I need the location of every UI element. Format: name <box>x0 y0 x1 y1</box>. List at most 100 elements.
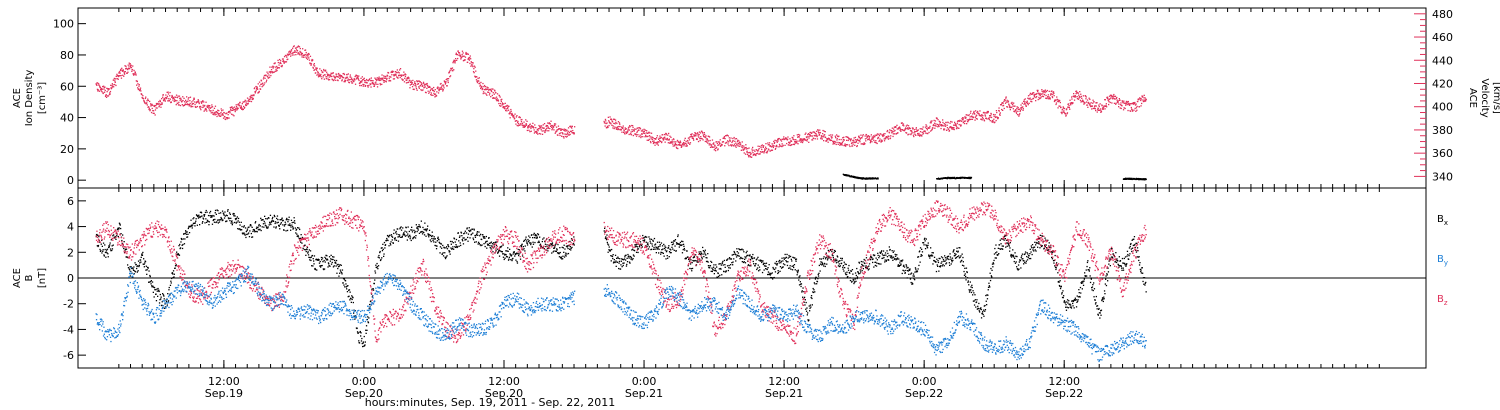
data-point <box>952 176 954 179</box>
data-point <box>618 128 620 131</box>
data-point <box>874 136 876 138</box>
data-point <box>422 89 424 91</box>
data-point <box>473 229 475 231</box>
data-point <box>111 83 113 85</box>
data-point <box>409 238 411 240</box>
data-point <box>729 139 731 141</box>
data-point <box>328 79 330 81</box>
data-point <box>564 248 566 250</box>
data-point <box>162 293 164 295</box>
data-point <box>1019 110 1021 113</box>
data-point <box>537 233 539 235</box>
data-point <box>566 246 568 248</box>
data-point <box>413 88 415 91</box>
data-point <box>403 74 405 76</box>
data-point <box>1132 102 1134 104</box>
data-point <box>239 224 241 226</box>
data-point <box>395 73 397 75</box>
data-point <box>265 81 267 83</box>
data-point <box>565 252 567 254</box>
data-point <box>218 110 220 112</box>
data-point <box>1080 95 1082 98</box>
top-left-tick-label: 60 <box>60 80 74 93</box>
data-point <box>339 272 341 274</box>
data-point <box>563 137 565 139</box>
data-point <box>499 102 502 105</box>
data-point <box>781 138 784 140</box>
data-point <box>698 136 700 138</box>
data-point <box>970 177 972 180</box>
data-point <box>816 136 818 138</box>
data-point <box>553 247 555 249</box>
data-point <box>703 136 705 138</box>
data-point <box>505 256 508 258</box>
data-point <box>1037 89 1039 92</box>
data-point <box>1025 105 1027 107</box>
data-point <box>1009 105 1011 107</box>
data-point <box>267 72 269 75</box>
data-point <box>872 137 874 140</box>
data-point <box>193 222 196 224</box>
data-point <box>312 59 314 61</box>
data-point <box>924 130 926 132</box>
data-point <box>631 249 633 251</box>
data-point <box>123 72 125 74</box>
data-point <box>830 139 833 141</box>
data-point <box>1055 103 1057 106</box>
data-point <box>203 214 205 216</box>
data-point <box>621 131 623 133</box>
data-point <box>184 101 186 103</box>
data-point <box>223 213 225 215</box>
data-point <box>1139 178 1141 180</box>
data-point <box>865 140 867 142</box>
data-point <box>997 117 999 119</box>
data-point <box>211 111 213 113</box>
data-point <box>1094 108 1096 110</box>
data-point <box>619 268 622 270</box>
data-point <box>1037 90 1039 93</box>
top-left-tick-label: 20 <box>60 143 74 156</box>
data-point <box>617 257 619 259</box>
data-point <box>751 150 753 152</box>
data-point <box>641 133 643 135</box>
data-point <box>98 90 100 92</box>
bottom-left-tick-label: 0 <box>67 272 74 285</box>
data-point <box>106 87 108 89</box>
data-point <box>245 102 247 104</box>
data-point <box>1126 101 1129 103</box>
data-point <box>328 265 330 267</box>
data-point <box>520 119 522 121</box>
top-left-ylabel-line3: [cm⁻³] <box>37 82 48 114</box>
data-point <box>146 100 148 102</box>
data-point <box>432 94 434 96</box>
data-point <box>1059 105 1061 107</box>
data-point <box>196 101 198 103</box>
data-point <box>668 245 670 247</box>
data-point <box>328 256 331 258</box>
data-point <box>484 237 486 239</box>
data-point <box>847 136 849 139</box>
data-point <box>345 283 347 285</box>
data-point <box>695 135 697 137</box>
data-point <box>1080 93 1082 95</box>
data-point <box>153 105 156 108</box>
data-point <box>540 133 542 135</box>
data-point <box>127 264 129 266</box>
data-point <box>1065 109 1068 111</box>
data-point <box>302 48 304 50</box>
data-point <box>153 287 156 289</box>
data-point <box>493 89 496 91</box>
data-point <box>670 141 672 143</box>
data-point <box>268 217 270 219</box>
data-point <box>970 110 972 112</box>
data-point <box>623 129 625 131</box>
data-point <box>425 92 427 94</box>
data-point <box>407 77 409 80</box>
data-point <box>146 102 148 104</box>
data-point <box>495 241 497 243</box>
data-point <box>119 69 122 72</box>
data-point <box>1039 94 1041 96</box>
data-point <box>643 130 645 132</box>
data-point <box>265 225 267 227</box>
